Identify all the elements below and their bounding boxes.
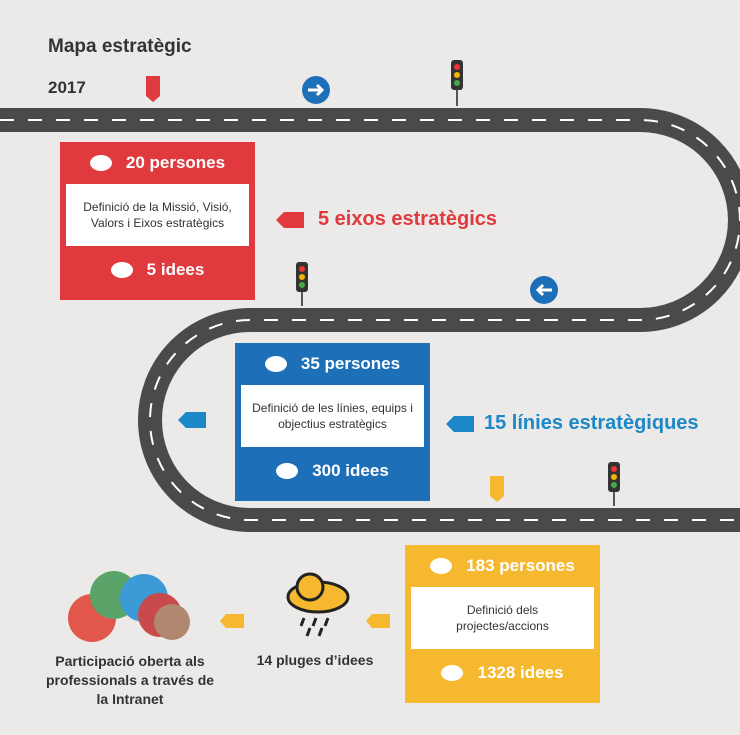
tag: [276, 212, 304, 228]
tag: [446, 416, 474, 432]
stage-label: 5 eixos estratègics: [318, 208, 497, 231]
title: Mapa estratègic: [48, 36, 192, 58]
traffic-light: [451, 60, 463, 106]
description: Definició de les línies, equips i object…: [241, 385, 424, 447]
marker: [490, 476, 504, 502]
traffic-light: [296, 262, 308, 306]
description: Definició dels projectes/accions: [411, 587, 594, 649]
participation: Participació oberta als professionals a …: [40, 652, 220, 709]
marker: [146, 76, 160, 102]
tag: [366, 614, 390, 628]
year: 2017: [48, 78, 86, 98]
speech-bubbles: [68, 571, 190, 642]
stage-box: 35 persones Definició de les línies, equ…: [235, 343, 430, 501]
traffic-light: [608, 462, 620, 506]
ideas: 1328 idees: [477, 663, 563, 683]
ideas: 5 idees: [147, 260, 205, 280]
infographic: Mapa estratègic 2017 20 persones Definic…: [0, 0, 740, 735]
stage-box: 20 persones Definició de la Missió, Visi…: [60, 142, 255, 300]
brainstorms: 14 pluges d’idees: [240, 652, 390, 668]
people: 35 persones: [301, 354, 400, 374]
ideas: 300 idees: [312, 461, 389, 481]
people: 183 persones: [466, 556, 575, 576]
tag: [178, 412, 206, 428]
stage-label: 15 línies estratègiques: [484, 412, 699, 435]
people: 20 persones: [126, 153, 225, 173]
stage-box: 183 persones Definició dels projectes/ac…: [405, 545, 600, 703]
description: Definició de la Missió, Visió, Valors i …: [66, 184, 249, 246]
cloud-icon: [288, 574, 348, 636]
tag: [220, 614, 244, 628]
